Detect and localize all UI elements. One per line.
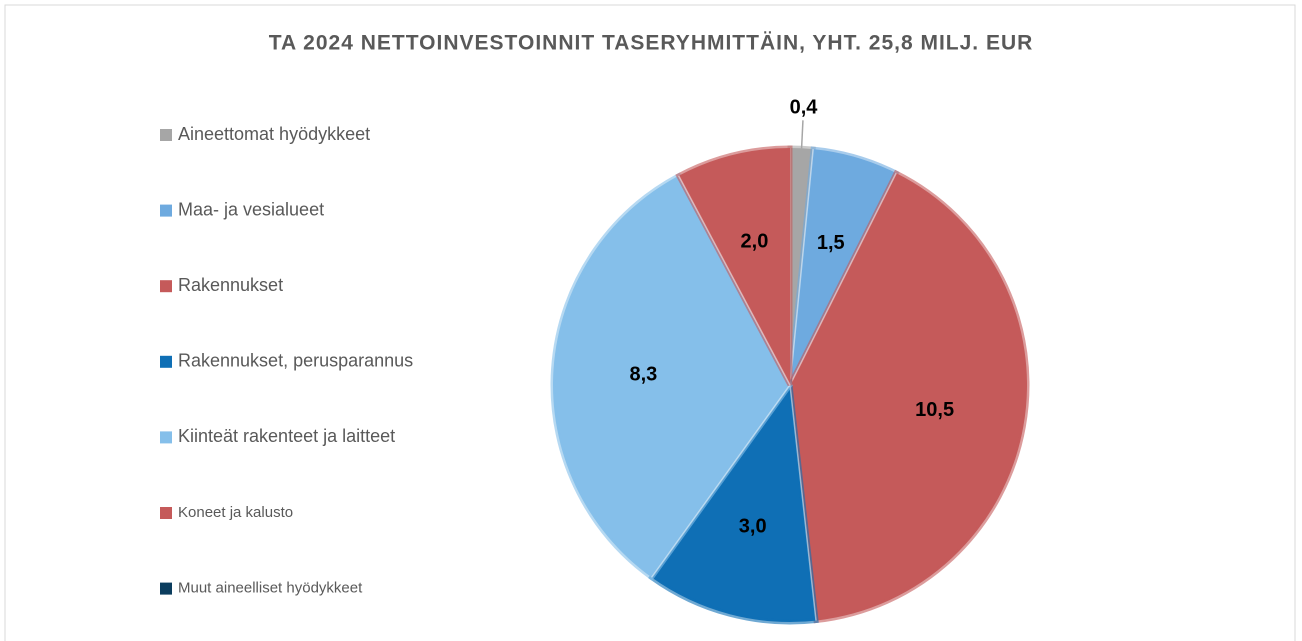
chart-title: TA 2024 NETTOINVESTOINNIT TASERYHMITTÄIN… xyxy=(269,32,1034,55)
slice-separator xyxy=(789,384,817,621)
leader-line xyxy=(800,120,804,149)
legend-swatch xyxy=(160,582,172,595)
data-label: 3,0 xyxy=(739,515,767,537)
legend-label: Kiinteät rakenteet ja laitteet xyxy=(178,426,395,446)
slice-separator xyxy=(651,384,791,578)
slice-separator xyxy=(678,175,791,386)
legend-swatch xyxy=(160,129,172,141)
legend-label: Rakennukset xyxy=(178,275,283,295)
legend-label: Rakennukset, perusparannus xyxy=(178,351,413,371)
legend-swatch xyxy=(160,280,172,293)
data-label: 0,4 xyxy=(790,97,819,119)
legend-label: Aineettomat hyödykkeet xyxy=(178,124,370,144)
data-label: 8,3 xyxy=(629,363,657,385)
legend-label: Maa- ja vesialueet xyxy=(178,199,324,219)
legend-swatch xyxy=(160,355,172,368)
legend-swatch xyxy=(160,507,172,519)
pie-slice xyxy=(648,378,819,625)
legend-label: Koneet ja kalusto xyxy=(178,504,293,521)
pie-slice xyxy=(675,145,793,387)
data-label: 10,5 xyxy=(915,399,954,421)
data-label: 1,5 xyxy=(817,232,845,254)
slice-separator xyxy=(789,149,814,386)
legend-label: Muut aineelliset hyödykkeet xyxy=(178,580,363,597)
slice-separator xyxy=(789,172,897,386)
legend-swatch xyxy=(160,431,172,444)
pie-slice xyxy=(787,169,1030,624)
legend-swatch xyxy=(160,204,172,217)
data-label: 2,0 xyxy=(741,231,769,253)
